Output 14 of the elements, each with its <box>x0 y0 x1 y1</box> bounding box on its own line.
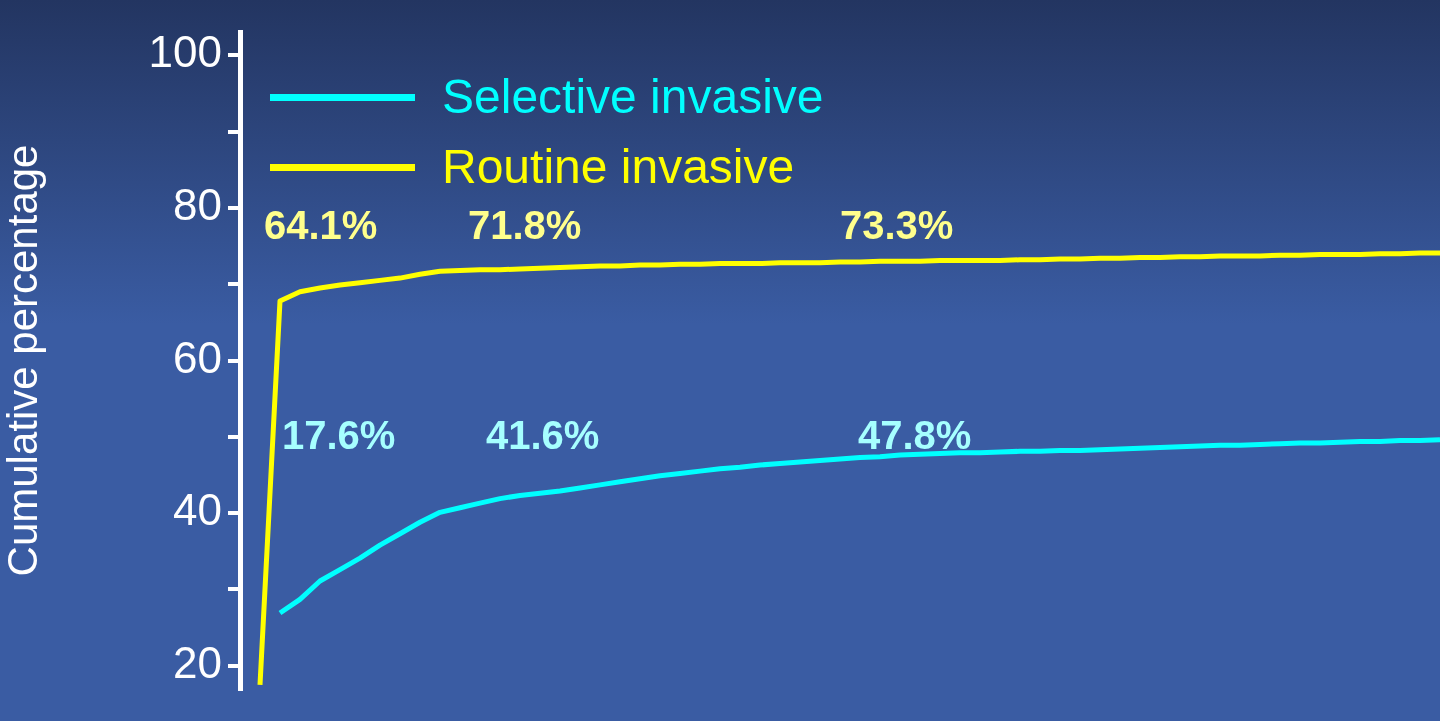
y-tick-label: 60 <box>173 332 222 382</box>
annotation: 73.3% <box>840 203 954 248</box>
y-tick-label: 80 <box>173 180 222 230</box>
legend-label: Routine invasive <box>442 139 795 193</box>
annotation: 64.1% <box>264 203 378 248</box>
y-tick-label: 20 <box>173 637 222 687</box>
annotation: 41.6% <box>486 413 600 458</box>
y-axis-title: Cumulative percentage <box>0 144 46 577</box>
annotation: 47.8% <box>858 413 972 458</box>
annotation: 71.8% <box>468 203 582 248</box>
y-tick-label: 100 <box>148 27 222 77</box>
y-tick-label: 40 <box>173 485 222 535</box>
annotation: 17.6% <box>282 413 396 458</box>
legend-label: Selective invasive <box>442 69 824 123</box>
